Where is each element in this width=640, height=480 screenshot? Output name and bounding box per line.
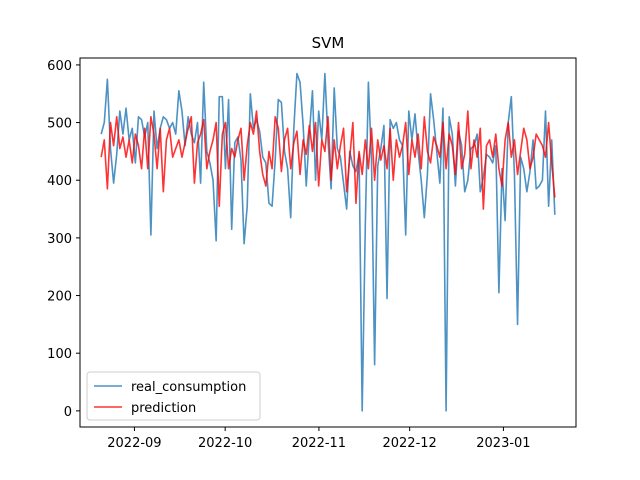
y-tick-label: 600 bbox=[47, 59, 72, 74]
x-tick-label: 2022-11 bbox=[292, 436, 346, 451]
plot-area-frame bbox=[79, 57, 577, 428]
legend-label-prediction: prediction bbox=[131, 401, 196, 416]
legend-label-real-consumption: real_consumption bbox=[131, 380, 246, 395]
y-tick-label: 500 bbox=[47, 117, 72, 132]
x-tick-label: 2022-10 bbox=[198, 436, 252, 451]
series-line-prediction bbox=[100, 110, 556, 210]
y-tick-label: 400 bbox=[47, 174, 72, 189]
series-layer bbox=[100, 72, 556, 412]
legend-box bbox=[86, 371, 261, 421]
y-tick-label: 300 bbox=[47, 232, 72, 247]
y-tick-label: 200 bbox=[47, 290, 72, 305]
series-line-real-consumption bbox=[100, 72, 556, 412]
x-axis-ticks: 2022-09 2022-10 2022-11 2022-12 2023-01 bbox=[107, 427, 531, 451]
legend: real_consumption prediction bbox=[86, 371, 261, 421]
chart-title: SVM bbox=[312, 34, 345, 52]
y-tick-label: 0 bbox=[64, 405, 72, 420]
y-tick-label: 100 bbox=[47, 347, 72, 362]
x-tick-label: 2023-01 bbox=[476, 436, 530, 451]
x-tick-label: 2022-12 bbox=[382, 436, 436, 451]
y-axis-ticks: 0 100 200 300 400 500 600 bbox=[47, 59, 80, 420]
x-tick-label: 2022-09 bbox=[107, 436, 161, 451]
